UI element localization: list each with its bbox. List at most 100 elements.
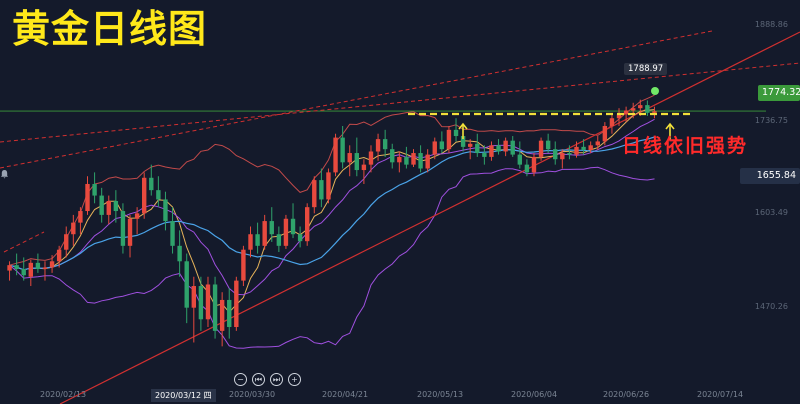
candle-body (21, 269, 26, 276)
x-tick-label: 2020/02/13 (40, 390, 87, 399)
candle-body (49, 261, 55, 268)
candle-body (567, 153, 572, 155)
trend-annotation: 日线依旧强势 (622, 135, 749, 157)
candle-body (361, 164, 367, 171)
candle-body (524, 164, 530, 173)
candle-body (609, 118, 615, 126)
candle-body (446, 129, 452, 150)
candle-body (71, 222, 76, 235)
candle-body (35, 262, 41, 270)
candle-body (64, 234, 69, 250)
y-tick-label: 1470.26 (754, 302, 788, 311)
support-trendline-left (3, 231, 45, 253)
candle-body (630, 108, 636, 111)
candle-body (92, 183, 97, 196)
x-tick-label: 2020/05/13 (417, 390, 464, 399)
candle-body (439, 141, 445, 150)
candle-body (411, 153, 416, 165)
candle-body (390, 149, 395, 163)
candle-body (276, 234, 282, 246)
candle-body (141, 177, 147, 214)
candle-body (283, 218, 289, 246)
candle-body (382, 139, 388, 150)
candle-body (432, 141, 437, 155)
candle-body (156, 190, 161, 200)
candle-body (170, 221, 175, 246)
candle-body (510, 140, 515, 155)
candle-body (234, 280, 239, 328)
candle-body (198, 286, 204, 320)
lower-band (9, 166, 655, 349)
candle-body (623, 110, 629, 115)
candle-body (453, 129, 459, 137)
y-tick-label: 1888.86 (754, 20, 788, 29)
candle-body (120, 211, 126, 246)
alert-price-tag[interactable]: 1655.84 (740, 168, 800, 184)
candle-body (482, 153, 487, 157)
zoom-out-button[interactable]: − (234, 373, 247, 386)
x-tick-label-active[interactable]: 2020/03/12 四 (151, 389, 216, 402)
candle-body (489, 145, 494, 157)
candle-body (134, 213, 140, 219)
candle-body (191, 286, 197, 308)
candle-body (638, 105, 643, 109)
candle-body (269, 221, 274, 235)
support-trendline (59, 31, 800, 404)
support-arrow-head (458, 122, 468, 130)
candle-body (588, 145, 593, 150)
candle-body (290, 218, 296, 235)
candle-body (368, 151, 374, 165)
candle-body (42, 267, 48, 270)
candle-body (602, 125, 608, 142)
alert-bell-icon[interactable] (0, 169, 9, 179)
candle-body (149, 177, 154, 191)
chart-toolbar: − ⏮ ⏭ + (234, 373, 301, 386)
candle-body (255, 234, 260, 246)
candle-body (517, 154, 523, 165)
current-price-tag: 1774.32 (758, 85, 800, 101)
scroll-left-button[interactable]: ⏮ (252, 373, 265, 386)
candle-body (652, 111, 657, 113)
x-tick-label: 2020/06/26 (603, 390, 650, 399)
candle-body (467, 143, 473, 147)
candle-body (347, 153, 352, 163)
candle-body (333, 137, 338, 173)
candle-body (616, 114, 622, 119)
candle-body (312, 180, 317, 208)
candle-body (56, 249, 62, 262)
y-tick-label: 1736.75 (754, 116, 788, 125)
candle-body (212, 284, 218, 331)
x-tick-label: 2020/03/30 (229, 390, 276, 399)
upper-band (9, 94, 655, 266)
candle-body (475, 143, 480, 154)
x-tick-label: 2020/04/21 (322, 390, 369, 399)
candle-body (85, 183, 90, 212)
candle-body (241, 249, 246, 281)
x-tick-label: 2020/06/04 (511, 390, 558, 399)
candle-body (354, 153, 360, 171)
candle-body (538, 140, 544, 157)
candle-body (581, 146, 586, 150)
candle-body (106, 200, 111, 215)
candle-body (375, 139, 381, 152)
ma20-line (9, 136, 655, 271)
candle-body (560, 153, 565, 160)
x-tick-label: 2020/07/14 (697, 390, 744, 399)
candle-body (99, 195, 104, 215)
upper-channel-trendline (0, 30, 713, 169)
candle-body (28, 262, 34, 277)
last-price-dot (651, 87, 659, 95)
support-arrow-head (665, 122, 675, 130)
zoom-in-button[interactable]: + (288, 373, 301, 386)
scroll-right-button[interactable]: ⏭ (270, 373, 283, 386)
candle-body (248, 234, 253, 250)
candle-body (460, 136, 466, 147)
candle-body (78, 211, 83, 223)
candle-body (418, 153, 423, 169)
candle-body (503, 140, 508, 152)
candle-body (340, 137, 345, 163)
ma10-line (9, 118, 655, 296)
candle-body (496, 145, 501, 152)
candle-body (227, 299, 232, 328)
